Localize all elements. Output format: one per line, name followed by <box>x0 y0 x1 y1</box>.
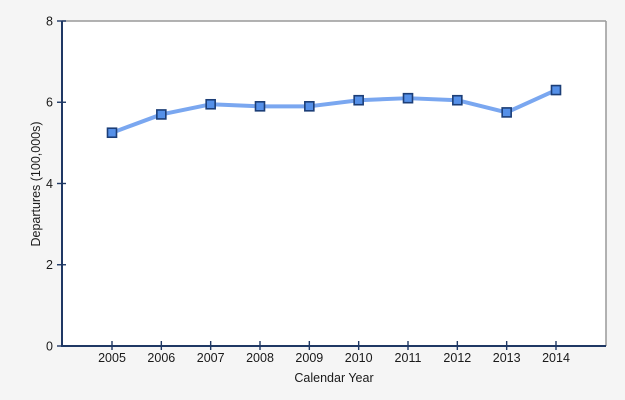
data-point-2008[interactable] <box>254 101 266 112</box>
x-tick-label: 2007 <box>197 351 225 365</box>
data-point-2014[interactable] <box>550 84 562 96</box>
x-tick-label: 2009 <box>295 351 323 365</box>
trend-line <box>110 88 558 135</box>
y-tick-label: 4 <box>46 177 53 191</box>
y-axis: 0 2 4 6 8 <box>46 14 66 353</box>
x-tick-label: 2013 <box>493 351 521 365</box>
x-axis-title: Calendar Year <box>294 371 374 385</box>
data-point-2010[interactable] <box>353 94 364 106</box>
data-point-2013[interactable] <box>501 107 512 118</box>
x-tick-label: 2008 <box>246 351 274 365</box>
data-point-2009[interactable] <box>304 101 315 112</box>
y-axis-title: Departures (100,000s) <box>29 121 43 247</box>
x-tick-label: 2011 <box>395 351 422 365</box>
y-tick-label: 6 <box>46 96 53 110</box>
data-point-2007[interactable] <box>205 98 216 110</box>
x-tick-label: 2010 <box>345 351 373 365</box>
data-point-2006[interactable] <box>156 109 167 120</box>
data-point-2005[interactable] <box>106 127 118 139</box>
plot-area <box>62 21 606 346</box>
y-tick-label: 8 <box>46 14 53 28</box>
x-tick-label: 2005 <box>98 351 126 365</box>
y-tick-label: 2 <box>46 258 53 272</box>
x-axis: 2005 2006 2007 2008 2009 2010 2011 2012 2013 2014 <box>98 341 570 365</box>
y-tick-label: 0 <box>46 339 53 353</box>
departures-series[interactable] <box>106 84 562 139</box>
data-point-2011[interactable] <box>402 92 414 104</box>
data-point-2012[interactable] <box>452 94 463 106</box>
x-tick-label: 2014 <box>542 351 570 365</box>
x-tick-label: 2006 <box>147 351 175 365</box>
x-tick-label: 2012 <box>443 351 471 365</box>
